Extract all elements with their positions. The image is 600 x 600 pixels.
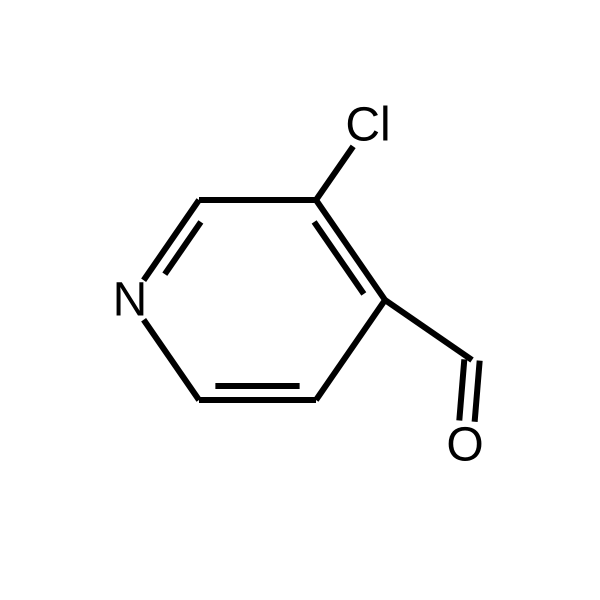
bond	[144, 320, 199, 400]
bond	[165, 222, 201, 274]
bond	[316, 200, 385, 300]
atom-label-o: O	[446, 419, 483, 472]
bond	[316, 146, 353, 200]
atom-label-cl: Cl	[345, 99, 390, 152]
molecule-canvas: N Cl O	[0, 0, 600, 600]
bond	[385, 300, 472, 360]
bond	[475, 361, 480, 422]
atom-label-n: N	[113, 274, 148, 327]
bond	[316, 300, 385, 400]
bond	[459, 359, 464, 420]
